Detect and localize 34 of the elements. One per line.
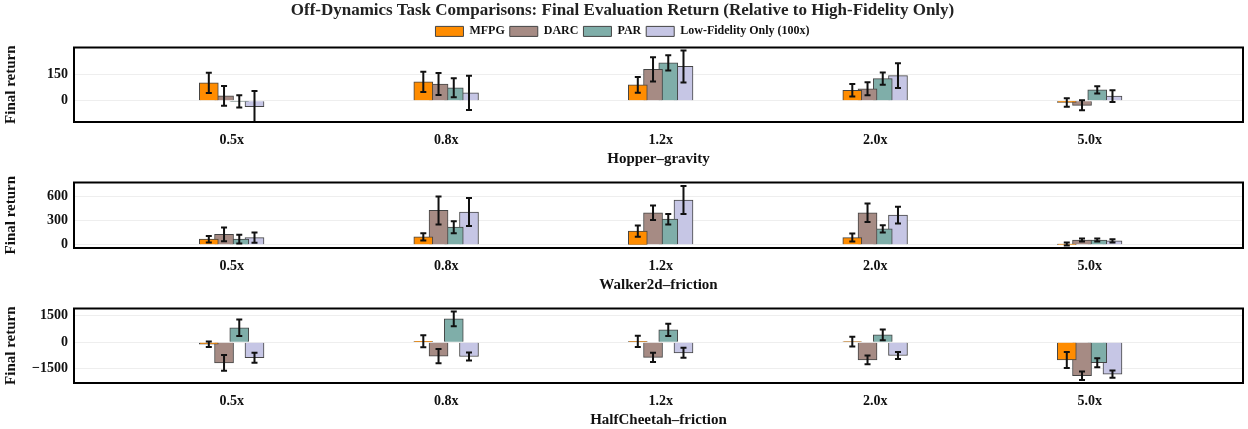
x-tick-label: 2.0x: [862, 258, 888, 274]
legend-label: MFPG: [469, 23, 505, 38]
x-axis-title: Hopper–gravity: [607, 149, 711, 166]
x-tick-label: 5.0x: [1077, 258, 1102, 274]
y-tick-label: 0: [61, 236, 68, 252]
y-axis-title: Final return: [1, 175, 18, 255]
y-tick-label: 0: [61, 92, 68, 108]
x-axis-title: HalfCheetah–friction: [590, 410, 728, 427]
legend-label: PAR: [617, 23, 642, 38]
y-tick-label: 300: [47, 212, 68, 228]
x-tick-label: 0.5x: [219, 258, 244, 274]
y-axis-title: Final return: [1, 44, 18, 124]
y-tick-label: 0: [61, 333, 68, 349]
x-tick-label: 2.0x: [862, 132, 888, 148]
x-tick-label: 0.5x: [219, 132, 244, 148]
x-tick-label: 0.8x: [433, 393, 459, 409]
legend-label: Low-Fidelity Only (100x): [680, 23, 810, 38]
y-tick-label: 1500: [40, 307, 68, 323]
y-tick-label: −1500: [32, 360, 68, 376]
x-tick-label: 1.2x: [648, 258, 673, 274]
legend-label: DARC: [543, 23, 579, 38]
x-axis-title: Walker2d–friction: [599, 275, 719, 292]
x-tick-label: 0.5x: [219, 393, 244, 409]
x-tick-label: 0.8x: [433, 132, 459, 148]
x-tick-label: 5.0x: [1077, 132, 1102, 148]
x-tick-label: 1.2x: [648, 132, 673, 148]
x-tick-label: 0.8x: [433, 258, 459, 274]
y-axis-title: Final return: [1, 305, 18, 385]
x-tick-label: 2.0x: [862, 393, 888, 409]
y-tick-label: 150: [47, 65, 68, 81]
y-tick-label: 600: [47, 188, 68, 204]
x-tick-label: 5.0x: [1077, 393, 1102, 409]
chart-title: Off-Dynamics Task Comparisons: Final Evaluation Return (Relative to High-Fidelity Only): [290, 0, 955, 19]
x-tick-label: 1.2x: [648, 393, 673, 409]
